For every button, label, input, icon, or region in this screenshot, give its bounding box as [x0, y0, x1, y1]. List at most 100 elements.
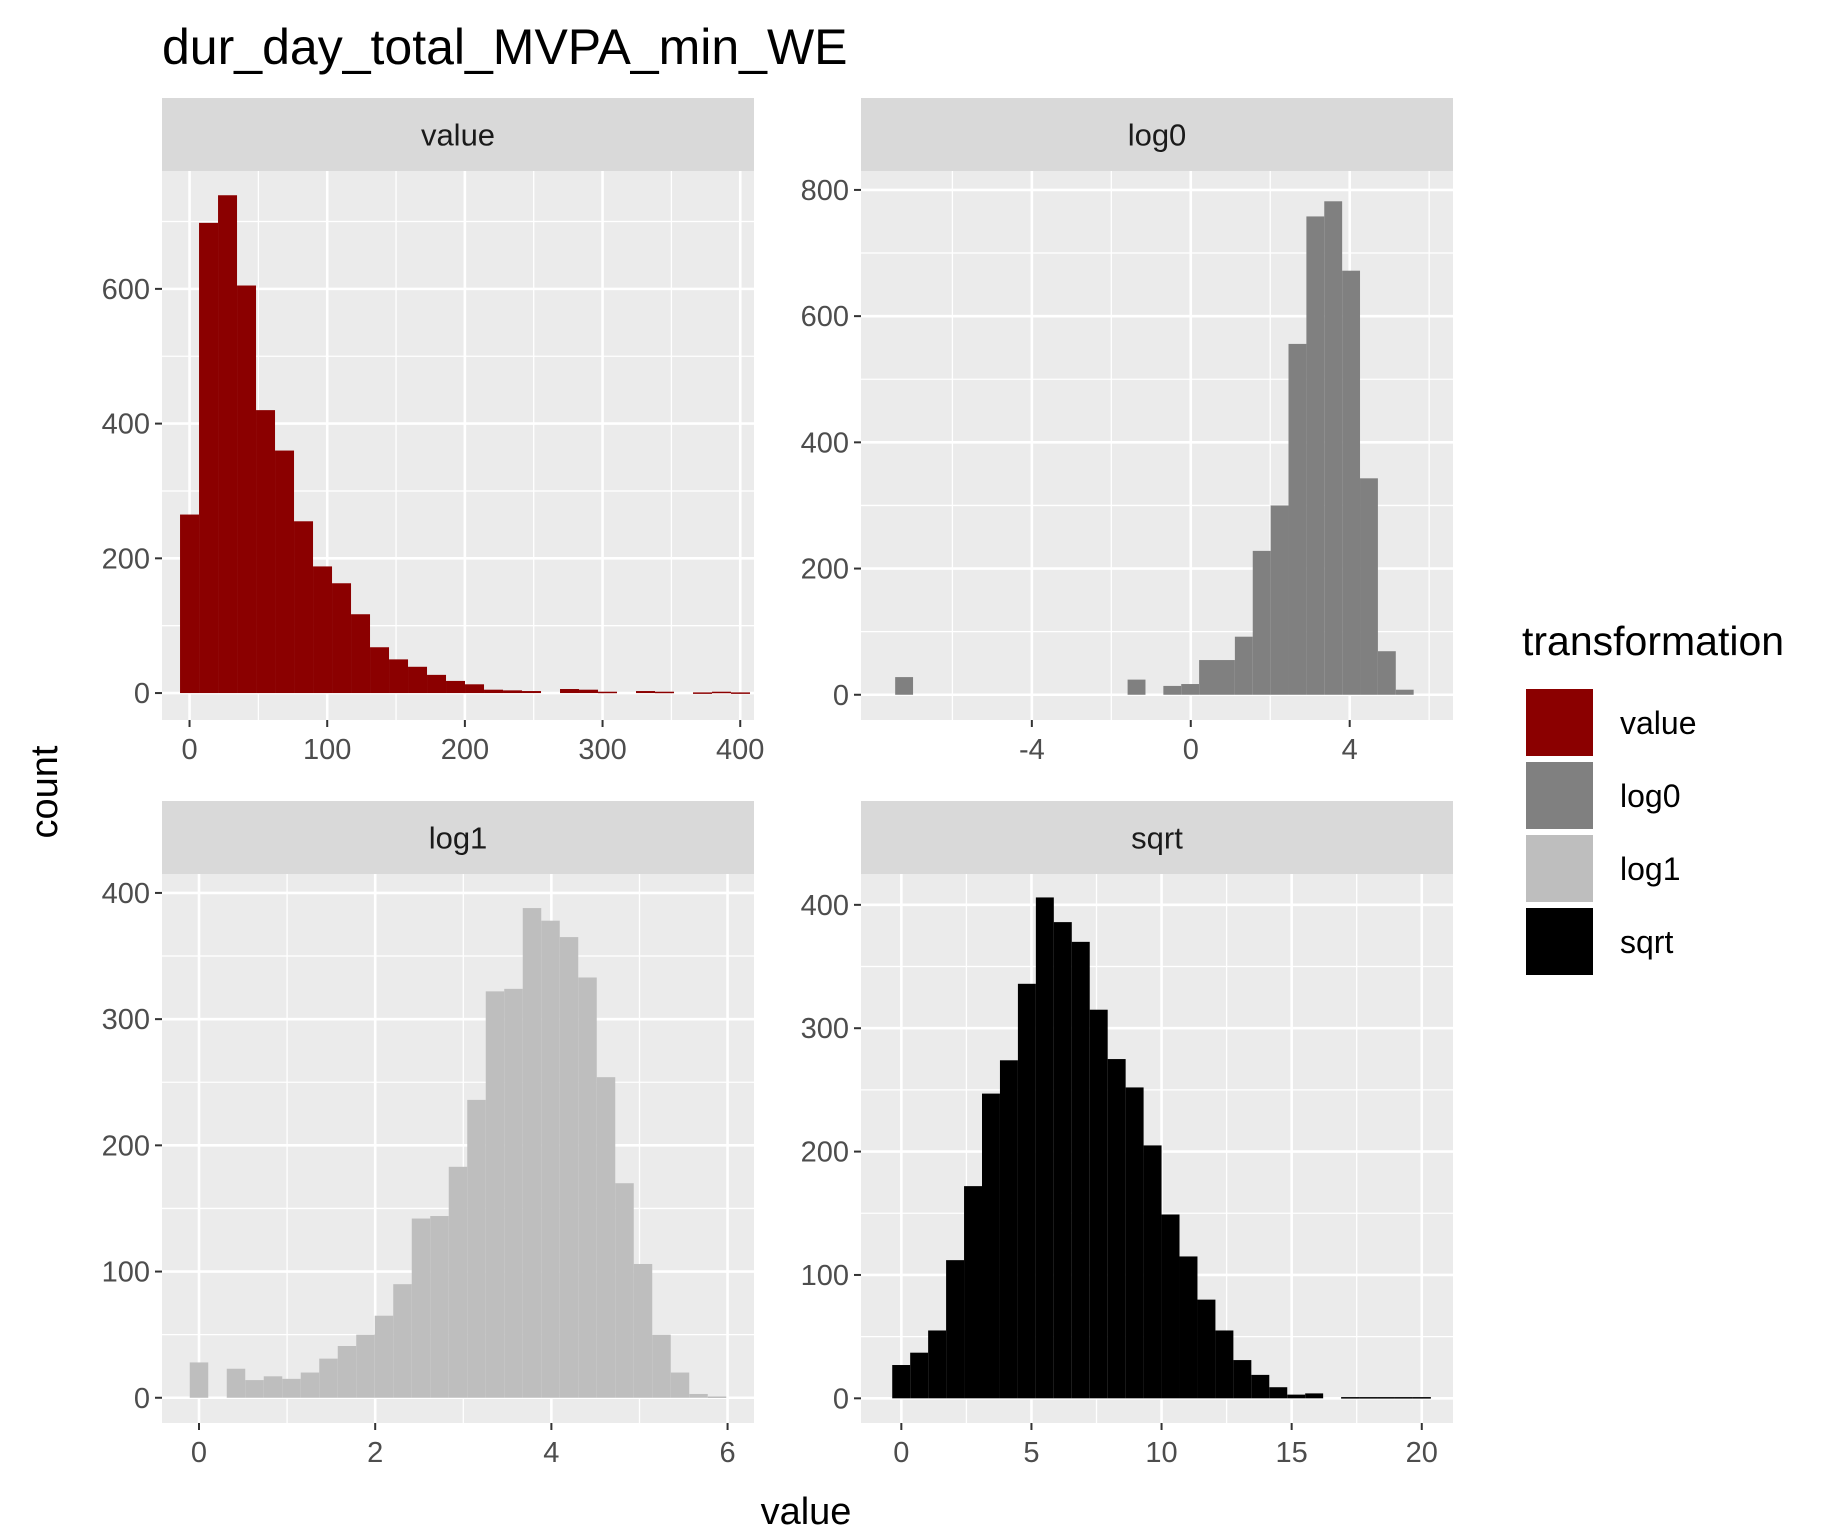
y-tick-label: 600: [801, 301, 849, 333]
histogram-bar: [578, 977, 597, 1398]
histogram-bar: [226, 1368, 246, 1398]
histogram-bar: [351, 614, 371, 694]
histogram-bar: [999, 1060, 1018, 1399]
chart-title: dur_day_total_MVPA_min_WE: [162, 19, 848, 75]
histogram-bar: [465, 684, 485, 694]
panel-strip: [861, 98, 1453, 171]
histogram-bar: [910, 1352, 929, 1399]
panel-strip-label: sqrt: [1131, 821, 1183, 856]
y-tick-label: 800: [801, 175, 849, 207]
histogram-bar: [427, 674, 447, 694]
histogram-bar: [503, 690, 523, 694]
histogram-bar: [1215, 1330, 1234, 1399]
x-tick-label: 2: [367, 1437, 383, 1469]
histogram-bar: [1359, 1397, 1378, 1399]
x-tick-label: 0: [191, 1437, 207, 1469]
histogram-bar: [707, 1396, 727, 1398]
histogram-bar: [218, 195, 238, 694]
histogram-bar: [1305, 1393, 1324, 1399]
histogram-bar: [522, 908, 542, 1398]
histogram-bar: [615, 1183, 634, 1398]
x-tick-label: 100: [303, 734, 351, 766]
y-tick-label: 100: [801, 1260, 849, 1292]
x-tick-label: 5: [1023, 1437, 1039, 1469]
x-axis-title: value: [761, 1491, 852, 1533]
histogram-bar: [633, 1263, 653, 1398]
histogram-bar: [356, 1334, 375, 1398]
panel-strip-label: log1: [429, 821, 488, 856]
histogram-bar: [1270, 505, 1289, 695]
histogram-bar: [282, 1378, 301, 1398]
legend-key-log1: [1524, 833, 1595, 904]
histogram-bar: [892, 1365, 911, 1399]
histogram-bar: [1163, 685, 1182, 695]
histogram-bar: [559, 937, 579, 1398]
y-tick-label: 400: [102, 409, 150, 441]
histogram-bar: [237, 285, 257, 694]
histogram-bar: [1089, 1009, 1108, 1399]
histogram-bar: [1252, 550, 1271, 695]
histogram-bar: [636, 691, 656, 694]
y-tick-label: 600: [102, 274, 150, 306]
histogram-bar: [1269, 1387, 1288, 1399]
histogram-bar: [1161, 1214, 1180, 1399]
panel-strip-label: log0: [1128, 118, 1187, 153]
panel-log1: log1 0 100 200 300 400 0 2 4 6: [102, 801, 754, 1469]
histogram-bar: [484, 689, 504, 694]
y-tick-label: 400: [102, 878, 150, 910]
histogram-bar: [189, 1362, 209, 1398]
x-tick-label: 400: [716, 734, 764, 766]
histogram-bar: [430, 1216, 449, 1398]
histogram-bar: [313, 566, 333, 694]
histogram-bar: [1125, 1087, 1144, 1399]
y-tick-label: 400: [801, 890, 849, 922]
histogram-bar: [1216, 660, 1235, 695]
histogram-bar: [1017, 983, 1036, 1399]
y-tick-label: 0: [833, 680, 849, 712]
x-tick-label: 10: [1145, 1437, 1177, 1469]
histogram-bar: [895, 677, 914, 695]
histogram-bar: [522, 691, 542, 694]
histogram-bar: [448, 1166, 468, 1398]
histogram-bar: [332, 583, 352, 694]
histogram-bar: [693, 692, 713, 694]
histogram-bar: [389, 659, 409, 694]
histogram-bar: [180, 514, 200, 694]
y-tick-label: 300: [102, 1004, 150, 1036]
panel-log0: log0 0 200 400 600 800 -4 0 4: [801, 98, 1453, 766]
histogram-bar: [337, 1346, 357, 1398]
histogram-bar: [256, 410, 276, 694]
histogram-bar: [1199, 660, 1217, 695]
histogram-bar: [319, 1358, 338, 1398]
histogram-bar: [1053, 922, 1072, 1399]
histogram-bar: [1251, 1374, 1270, 1399]
histogram-bar: [245, 1380, 264, 1398]
panel-strip-label: value: [421, 118, 495, 153]
x-tick-label: 4: [543, 1437, 559, 1469]
histogram-bar: [670, 1372, 690, 1398]
y-tick-label: 0: [134, 678, 150, 710]
histogram-bar: [652, 1334, 671, 1398]
legend-title: transformation: [1522, 618, 1784, 664]
panel-value: value 0 200 400 600 0 100 200 300 400: [102, 98, 764, 766]
histogram-bar: [485, 991, 505, 1398]
histogram-bar: [689, 1393, 708, 1398]
histogram-bar: [411, 1218, 431, 1398]
histogram-bar: [946, 1260, 965, 1399]
x-tick-label: 0: [181, 734, 197, 766]
histogram-bar: [1287, 1394, 1306, 1399]
histogram-bar: [446, 680, 466, 694]
histogram-bar: [408, 666, 428, 694]
panel-strip: [861, 801, 1453, 874]
histogram-bar: [275, 450, 295, 694]
panel-strip: [162, 801, 754, 874]
x-tick-label: -4: [1019, 734, 1045, 766]
panel-strip: [162, 98, 754, 171]
histogram-bar: [1197, 1299, 1216, 1399]
histogram-bar: [1394, 1397, 1413, 1399]
histogram-bar: [579, 689, 599, 694]
histogram-bar: [1395, 689, 1414, 695]
legend-key-log0: [1524, 760, 1595, 831]
